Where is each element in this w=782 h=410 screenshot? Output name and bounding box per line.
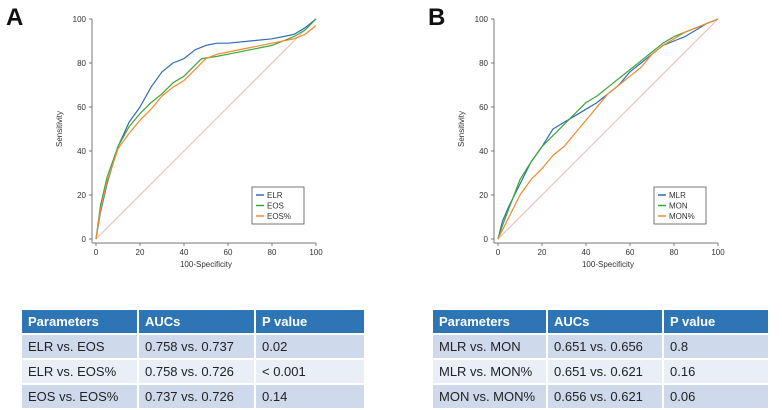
panel-label-b: B: [428, 4, 446, 31]
cell-parameters: MLR vs. MON%: [433, 358, 548, 384]
header-parameters: Parameters: [433, 310, 548, 334]
cell-parameters: ELR vs. EOS: [22, 333, 139, 359]
x-axis-title: 100-Specificity: [582, 260, 634, 269]
cell-p-value: 0.02: [255, 333, 364, 359]
reference-diagonal: [497, 18, 719, 240]
cell-aucs: 0.651 vs. 0.621: [547, 358, 664, 384]
y-tick-label: 0: [82, 235, 87, 244]
x-tick-label: 60: [626, 248, 635, 257]
panel-label-a: A: [6, 4, 24, 31]
header-p-value: P value: [663, 310, 768, 334]
y-axis-title: Sensitivity: [55, 111, 64, 147]
series-line-mon-percent: [497, 18, 719, 240]
y-tick-label: 80: [479, 59, 488, 68]
reference-diagonal: [95, 18, 317, 240]
roc-chart-a: 0 20 40 60 80 100 0 20 40 60 80 100 100-Specificity S…: [55, 15, 323, 269]
y-tick-label: 0: [484, 235, 489, 244]
header-aucs: AUCs: [547, 310, 664, 334]
cell-p-value: < 0.001: [255, 358, 364, 384]
legend-entry: MON: [669, 202, 688, 211]
x-tick-label: 80: [670, 248, 679, 257]
x-tick-label: 0: [94, 248, 99, 257]
cell-p-value: 0.8: [663, 333, 768, 359]
y-tick-label: 100: [73, 15, 87, 24]
legend-entry: MLR: [669, 191, 686, 200]
series-line-mon: [497, 18, 719, 240]
x-axis-title: 100-Specificity: [180, 260, 232, 269]
roc-chart-b: 0 20 40 60 80 100 0 20 40 60 80 100 100-Specificity S…: [457, 15, 725, 269]
legend-entry: EOS%: [267, 212, 291, 221]
table-row: MLR vs. MON 0.651 vs. 0.656 0.8: [433, 333, 768, 359]
x-tick-label: 100: [711, 248, 725, 257]
y-tick-label: 100: [475, 15, 489, 24]
auc-table-a: Parameters AUCs P value ELR vs. EOS 0.75…: [22, 310, 364, 408]
x-tick-label: 60: [224, 248, 233, 257]
cell-aucs: 0.651 vs. 0.656: [547, 333, 664, 359]
header-parameters: Parameters: [22, 310, 139, 334]
y-tick-label: 80: [77, 59, 86, 68]
cell-p-value: 0.16: [663, 358, 768, 384]
table-header-row: Parameters AUCs P value: [22, 310, 364, 334]
series-line-eos-percent: [95, 25, 317, 240]
auc-table-b: Parameters AUCs P value MLR vs. MON 0.65…: [433, 310, 768, 408]
cell-parameters: MLR vs. MON: [433, 333, 548, 359]
cell-aucs: 0.737 vs. 0.726: [138, 383, 256, 408]
cell-aucs: 0.758 vs. 0.737: [138, 333, 256, 359]
cell-p-value: 0.06: [663, 383, 768, 408]
y-tick-label: 40: [479, 147, 488, 156]
cell-parameters: EOS vs. EOS%: [22, 383, 139, 408]
x-tick-label: 0: [496, 248, 501, 257]
y-tick-label: 60: [77, 103, 86, 112]
table-row: EOS vs. EOS% 0.737 vs. 0.726 0.14: [22, 383, 364, 408]
y-axis-title: Sensitivity: [457, 111, 466, 147]
header-aucs: AUCs: [138, 310, 256, 334]
table-row: MLR vs. MON% 0.651 vs. 0.621 0.16: [433, 358, 768, 384]
y-tick-label: 40: [77, 147, 86, 156]
x-tick-label: 40: [180, 248, 189, 257]
y-tick-label: 60: [479, 103, 488, 112]
x-tick-label: 20: [538, 248, 547, 257]
cell-p-value: 0.14: [255, 383, 364, 408]
table-row: MON vs. MON% 0.656 vs. 0.621 0.06: [433, 383, 768, 408]
cell-aucs: 0.656 vs. 0.621: [547, 383, 664, 408]
table-row: ELR vs. EOS% 0.758 vs. 0.726 < 0.001: [22, 358, 364, 384]
y-tick-label: 20: [479, 191, 488, 200]
x-tick-label: 80: [268, 248, 277, 257]
legend-entry: EOS: [267, 202, 284, 211]
cell-parameters: ELR vs. EOS%: [22, 358, 139, 384]
legend-entry: ELR: [267, 191, 283, 200]
table-header-row: Parameters AUCs P value: [433, 310, 768, 334]
series-line-mlr: [497, 18, 719, 240]
x-tick-label: 20: [136, 248, 145, 257]
table-row: ELR vs. EOS 0.758 vs. 0.737 0.02: [22, 333, 364, 359]
y-tick-label: 20: [77, 191, 86, 200]
header-p-value: P value: [255, 310, 364, 334]
x-tick-label: 100: [309, 248, 323, 257]
cell-parameters: MON vs. MON%: [433, 383, 548, 408]
legend-entry: MON%: [669, 212, 695, 221]
cell-aucs: 0.758 vs. 0.726: [138, 358, 256, 384]
x-tick-label: 40: [582, 248, 591, 257]
